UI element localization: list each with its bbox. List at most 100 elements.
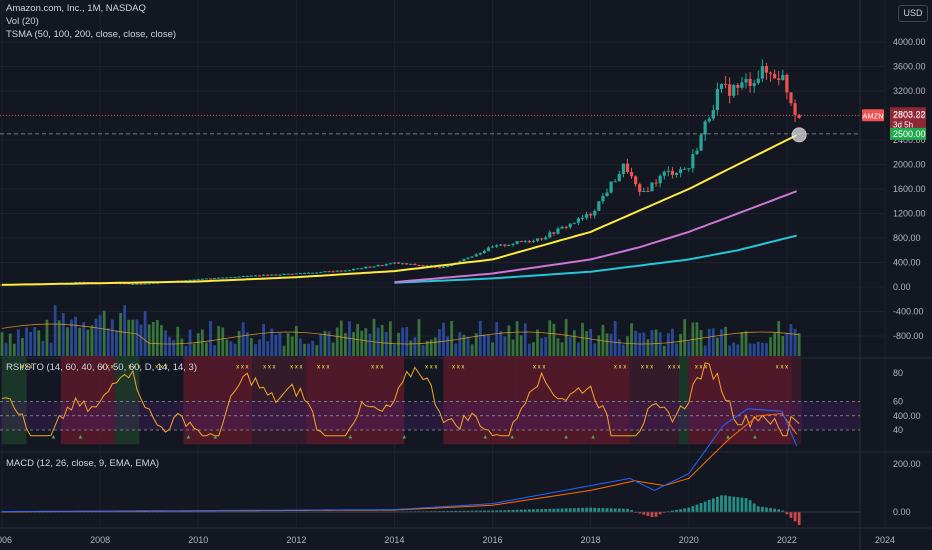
macd-histogram-bar (671, 510, 674, 512)
rsi-overbought-marker: x x x (776, 365, 788, 371)
candle-body (388, 263, 392, 265)
volume-bar (658, 332, 662, 356)
price-tick-label: 2000.00 (893, 160, 926, 170)
rsi-overbought-marker: x x x (155, 365, 167, 371)
candle-body (286, 273, 290, 275)
volume-bar (98, 315, 102, 356)
volume-bar (765, 343, 768, 356)
macd-histogram-bar (715, 496, 719, 512)
rsi-zone (791, 355, 802, 445)
time-tick-label: 2024 (875, 535, 895, 545)
macd-histogram-bar (740, 497, 744, 512)
candle-body (347, 270, 352, 272)
volume-bar (487, 335, 490, 356)
volume-bar (372, 318, 376, 356)
macd-histogram-bar (466, 510, 470, 512)
volume-bar (106, 328, 110, 356)
rsi-oversold-marker: ▲ (347, 435, 353, 441)
candle-body (266, 274, 270, 276)
volume-bar (270, 328, 274, 356)
volume-legend[interactable]: Vol (20) (6, 16, 39, 27)
candle-body (515, 241, 519, 244)
volume-bar (303, 343, 306, 356)
volume-bar (393, 344, 396, 356)
sma100-line (394, 190, 798, 284)
candle-body (294, 273, 298, 275)
candle-body (486, 247, 491, 252)
candle-body (253, 275, 258, 277)
candle-body (425, 265, 429, 267)
macd-histogram-bar (511, 509, 515, 512)
candle-body (601, 195, 605, 202)
candle-body (135, 283, 139, 285)
candle-body (621, 163, 625, 175)
volume-bar (617, 339, 621, 356)
candle-body (396, 262, 401, 264)
macd-histogram-bar (458, 510, 462, 512)
macd-histogram-bar (474, 510, 478, 512)
candle-body (380, 265, 384, 267)
volume-bar (409, 340, 413, 356)
volume-bar (626, 336, 629, 356)
macd-histogram-bar (527, 509, 531, 512)
volume-bar (736, 344, 740, 356)
macd-histogram-bar (429, 511, 433, 512)
rsi-legend[interactable]: RSI/STO (14, 60, 40, 60, 50, 60, D, 14, … (6, 362, 197, 373)
candle-body (613, 181, 617, 183)
volume-bar (266, 341, 270, 356)
volume-bar (715, 337, 719, 356)
rsi-zone (114, 355, 140, 445)
rsi-oversold-marker: ▲ (212, 435, 218, 441)
candle-body (147, 283, 151, 285)
volume-bar (793, 328, 797, 356)
price-tick-label: 3200.00 (893, 86, 926, 96)
rsi-overbought-marker: x x x (668, 365, 680, 371)
volume-bar (86, 329, 90, 356)
candle-body (319, 271, 323, 273)
volume-bar (687, 341, 691, 356)
candle-body (781, 74, 785, 81)
candle-body (728, 84, 732, 96)
macd-histogram-bar (642, 512, 646, 515)
macd-histogram-bar (744, 498, 748, 512)
volume-bar (319, 333, 323, 356)
macd-legend[interactable]: MACD (12, 26, close, 9, EMA, EMA) (6, 458, 160, 469)
candle-body (793, 103, 797, 115)
candle-body (531, 240, 536, 242)
volume-bar (127, 319, 131, 356)
candle-body (495, 245, 499, 247)
macd-histogram-bar (609, 508, 613, 512)
rsi-overbought-marker: x x x (641, 365, 653, 371)
macd-histogram-bar (654, 512, 658, 517)
volume-bar (544, 337, 548, 356)
tsma-legend[interactable]: TSMA (50, 100, 200, close, close, close) (6, 29, 177, 40)
rsi-oversold-marker: ▲ (509, 435, 515, 441)
candle-body (580, 217, 585, 219)
candle-body (674, 172, 679, 175)
macd-histogram-bar (442, 511, 445, 512)
currency-button[interactable]: USD (898, 5, 928, 22)
volume-bar (609, 333, 613, 356)
time-tick-label: 2022 (777, 535, 797, 545)
candle-body (797, 114, 801, 118)
volume-bar (343, 333, 347, 356)
volume-bar (131, 319, 135, 356)
volume-bar (221, 327, 225, 356)
volume-bar (241, 322, 245, 356)
price-tick-label: 0.00 (893, 282, 911, 292)
volume-bar (585, 331, 588, 356)
volume-bar (4, 342, 8, 356)
candle-body (331, 271, 335, 273)
price-tick-label: 4000.00 (893, 37, 926, 47)
candle-body (372, 266, 376, 268)
rsi-zone (512, 355, 630, 445)
volume-bar (57, 320, 61, 356)
candle-body (723, 84, 728, 86)
macd-histogram-bar (638, 512, 642, 514)
volume-bar (323, 330, 327, 356)
macd-histogram-bar (773, 508, 777, 512)
volume-bar (339, 320, 343, 356)
volume-bar (421, 345, 425, 356)
volume-bar (307, 343, 310, 356)
